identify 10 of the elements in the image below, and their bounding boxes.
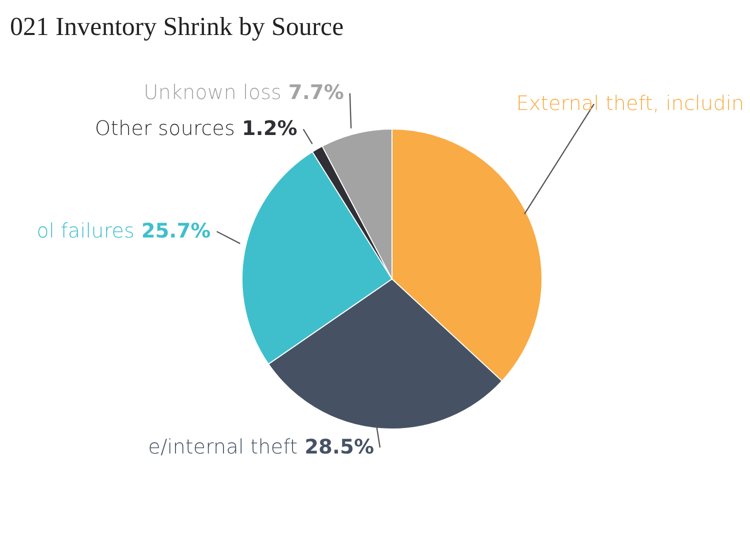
data-label: 25.7%: [134, 218, 211, 242]
slice-label: External theft, includin: [516, 91, 744, 115]
slice-label: e/internal theft: [148, 434, 298, 459]
data-label: 28.5%: [298, 434, 374, 459]
slice-label: Other sources: [94, 116, 235, 140]
data-label: 7.7%: [281, 80, 344, 104]
data-label: 1.2%: [234, 116, 298, 140]
slice-label: Unknown loss: [144, 80, 282, 104]
slice-label: ol failures: [36, 218, 134, 242]
chart-title: 021 Inventory Shrink by Source: [9, 11, 345, 43]
